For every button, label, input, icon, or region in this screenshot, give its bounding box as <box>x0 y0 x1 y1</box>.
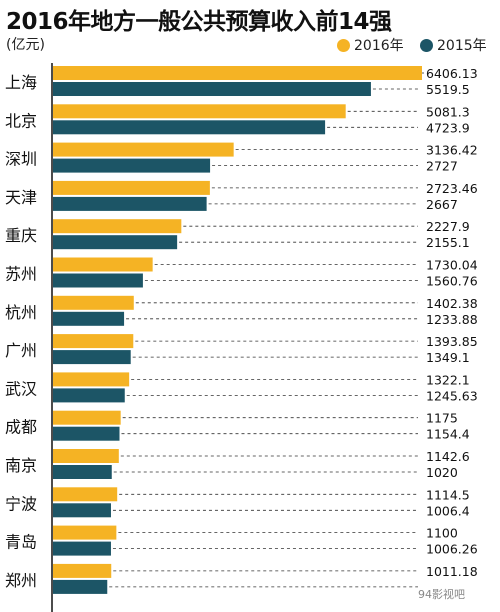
bar-2015 <box>53 158 211 173</box>
legend-label-2015: 2015年 <box>437 38 487 54</box>
value-label-2015: 1006.26 <box>426 542 478 557</box>
category-label: 上海 <box>5 73 37 92</box>
value-label-2016: 1175 <box>426 411 458 426</box>
value-label-2016: 1402.38 <box>426 296 478 311</box>
legend-label-2016: 2016年 <box>354 38 404 54</box>
bar-2016 <box>53 66 422 80</box>
value-label-2016: 1322.1 <box>426 372 470 387</box>
bar-2015 <box>53 82 371 96</box>
category-label: 郑州 <box>5 571 37 590</box>
category-label: 青岛 <box>5 533 37 552</box>
bar-2016 <box>53 525 117 540</box>
category-label: 武汉 <box>5 379 37 398</box>
category-label: 苏州 <box>5 265 37 284</box>
value-label-2015: 1560.76 <box>426 274 478 289</box>
bar-2015 <box>53 579 108 594</box>
bar-2016 <box>53 142 234 157</box>
value-label-2016: 6406.13 <box>426 66 478 81</box>
bar-2015 <box>53 541 111 556</box>
category-label: 广州 <box>5 341 37 360</box>
category-label: 天津 <box>5 188 37 207</box>
unit-label: (亿元) <box>6 37 45 53</box>
value-label-2015: 2667 <box>426 197 458 212</box>
bar-2015 <box>53 311 125 326</box>
value-label-2016: 1142.6 <box>426 449 470 464</box>
legend-item-2016: 2016年 <box>337 35 404 55</box>
value-label-2015: 1020 <box>426 465 458 480</box>
bar-2015 <box>53 388 125 403</box>
category-label: 重庆 <box>5 226 37 245</box>
category-label: 宁波 <box>5 494 37 513</box>
legend-dot-2016-icon <box>337 38 350 52</box>
legend-item-2015: 2015年 <box>420 35 487 55</box>
bar-2015 <box>53 465 112 479</box>
legend-dot-2015-icon <box>420 38 433 52</box>
watermark: 94影视吧 <box>418 588 465 601</box>
category-label: 深圳 <box>5 150 37 169</box>
value-label-2016: 1114.5 <box>426 487 470 502</box>
bar-2016 <box>53 180 210 195</box>
bar-2015 <box>53 503 111 518</box>
category-label: 南京 <box>5 456 37 475</box>
bar-2016 <box>53 487 118 502</box>
value-label-2016: 3136.42 <box>426 143 478 158</box>
bar-2016 <box>53 372 130 387</box>
value-label-2015: 5519.5 <box>426 82 470 97</box>
bar-2016 <box>53 219 182 234</box>
value-label-2016: 1011.18 <box>426 564 478 579</box>
bar-2015 <box>53 350 131 365</box>
bar-2016 <box>53 563 112 578</box>
bar-2015 <box>53 273 143 288</box>
bar-2015 <box>53 426 120 441</box>
bar-2015 <box>53 235 178 250</box>
value-label-2015: 2727 <box>426 159 458 174</box>
bar-2016 <box>53 334 134 349</box>
bar-2015 <box>53 120 326 135</box>
value-label-2016: 1730.04 <box>426 258 478 273</box>
value-label-2015: 1245.63 <box>426 388 478 403</box>
value-label-2015: 1233.88 <box>426 312 478 327</box>
category-label: 成都 <box>5 418 37 437</box>
value-label-2016: 2227.9 <box>426 219 470 234</box>
value-label-2015: 1349.1 <box>426 350 470 365</box>
value-label-2016: 5081.3 <box>426 104 470 119</box>
value-label-2015: 4723.9 <box>426 120 470 135</box>
category-label: 北京 <box>5 111 37 130</box>
value-label-2016: 1100 <box>426 526 458 541</box>
value-label-2015: 2155.1 <box>426 235 470 250</box>
category-label: 杭州 <box>5 303 37 322</box>
value-label-2016: 1393.85 <box>426 334 478 349</box>
value-label-2015: 1154.4 <box>426 427 470 442</box>
chart-title: 2016年地方一般公共预算收入前14强 <box>6 9 392 35</box>
bar-2016 <box>53 410 121 425</box>
value-label-2015: 1006.4 <box>426 503 470 518</box>
bar-2016 <box>53 449 119 463</box>
value-label-2016: 2723.46 <box>426 181 478 196</box>
bar-2016 <box>53 104 346 119</box>
bar-2016 <box>53 257 153 272</box>
bar-2016 <box>53 295 134 310</box>
bar-2015 <box>53 196 207 211</box>
